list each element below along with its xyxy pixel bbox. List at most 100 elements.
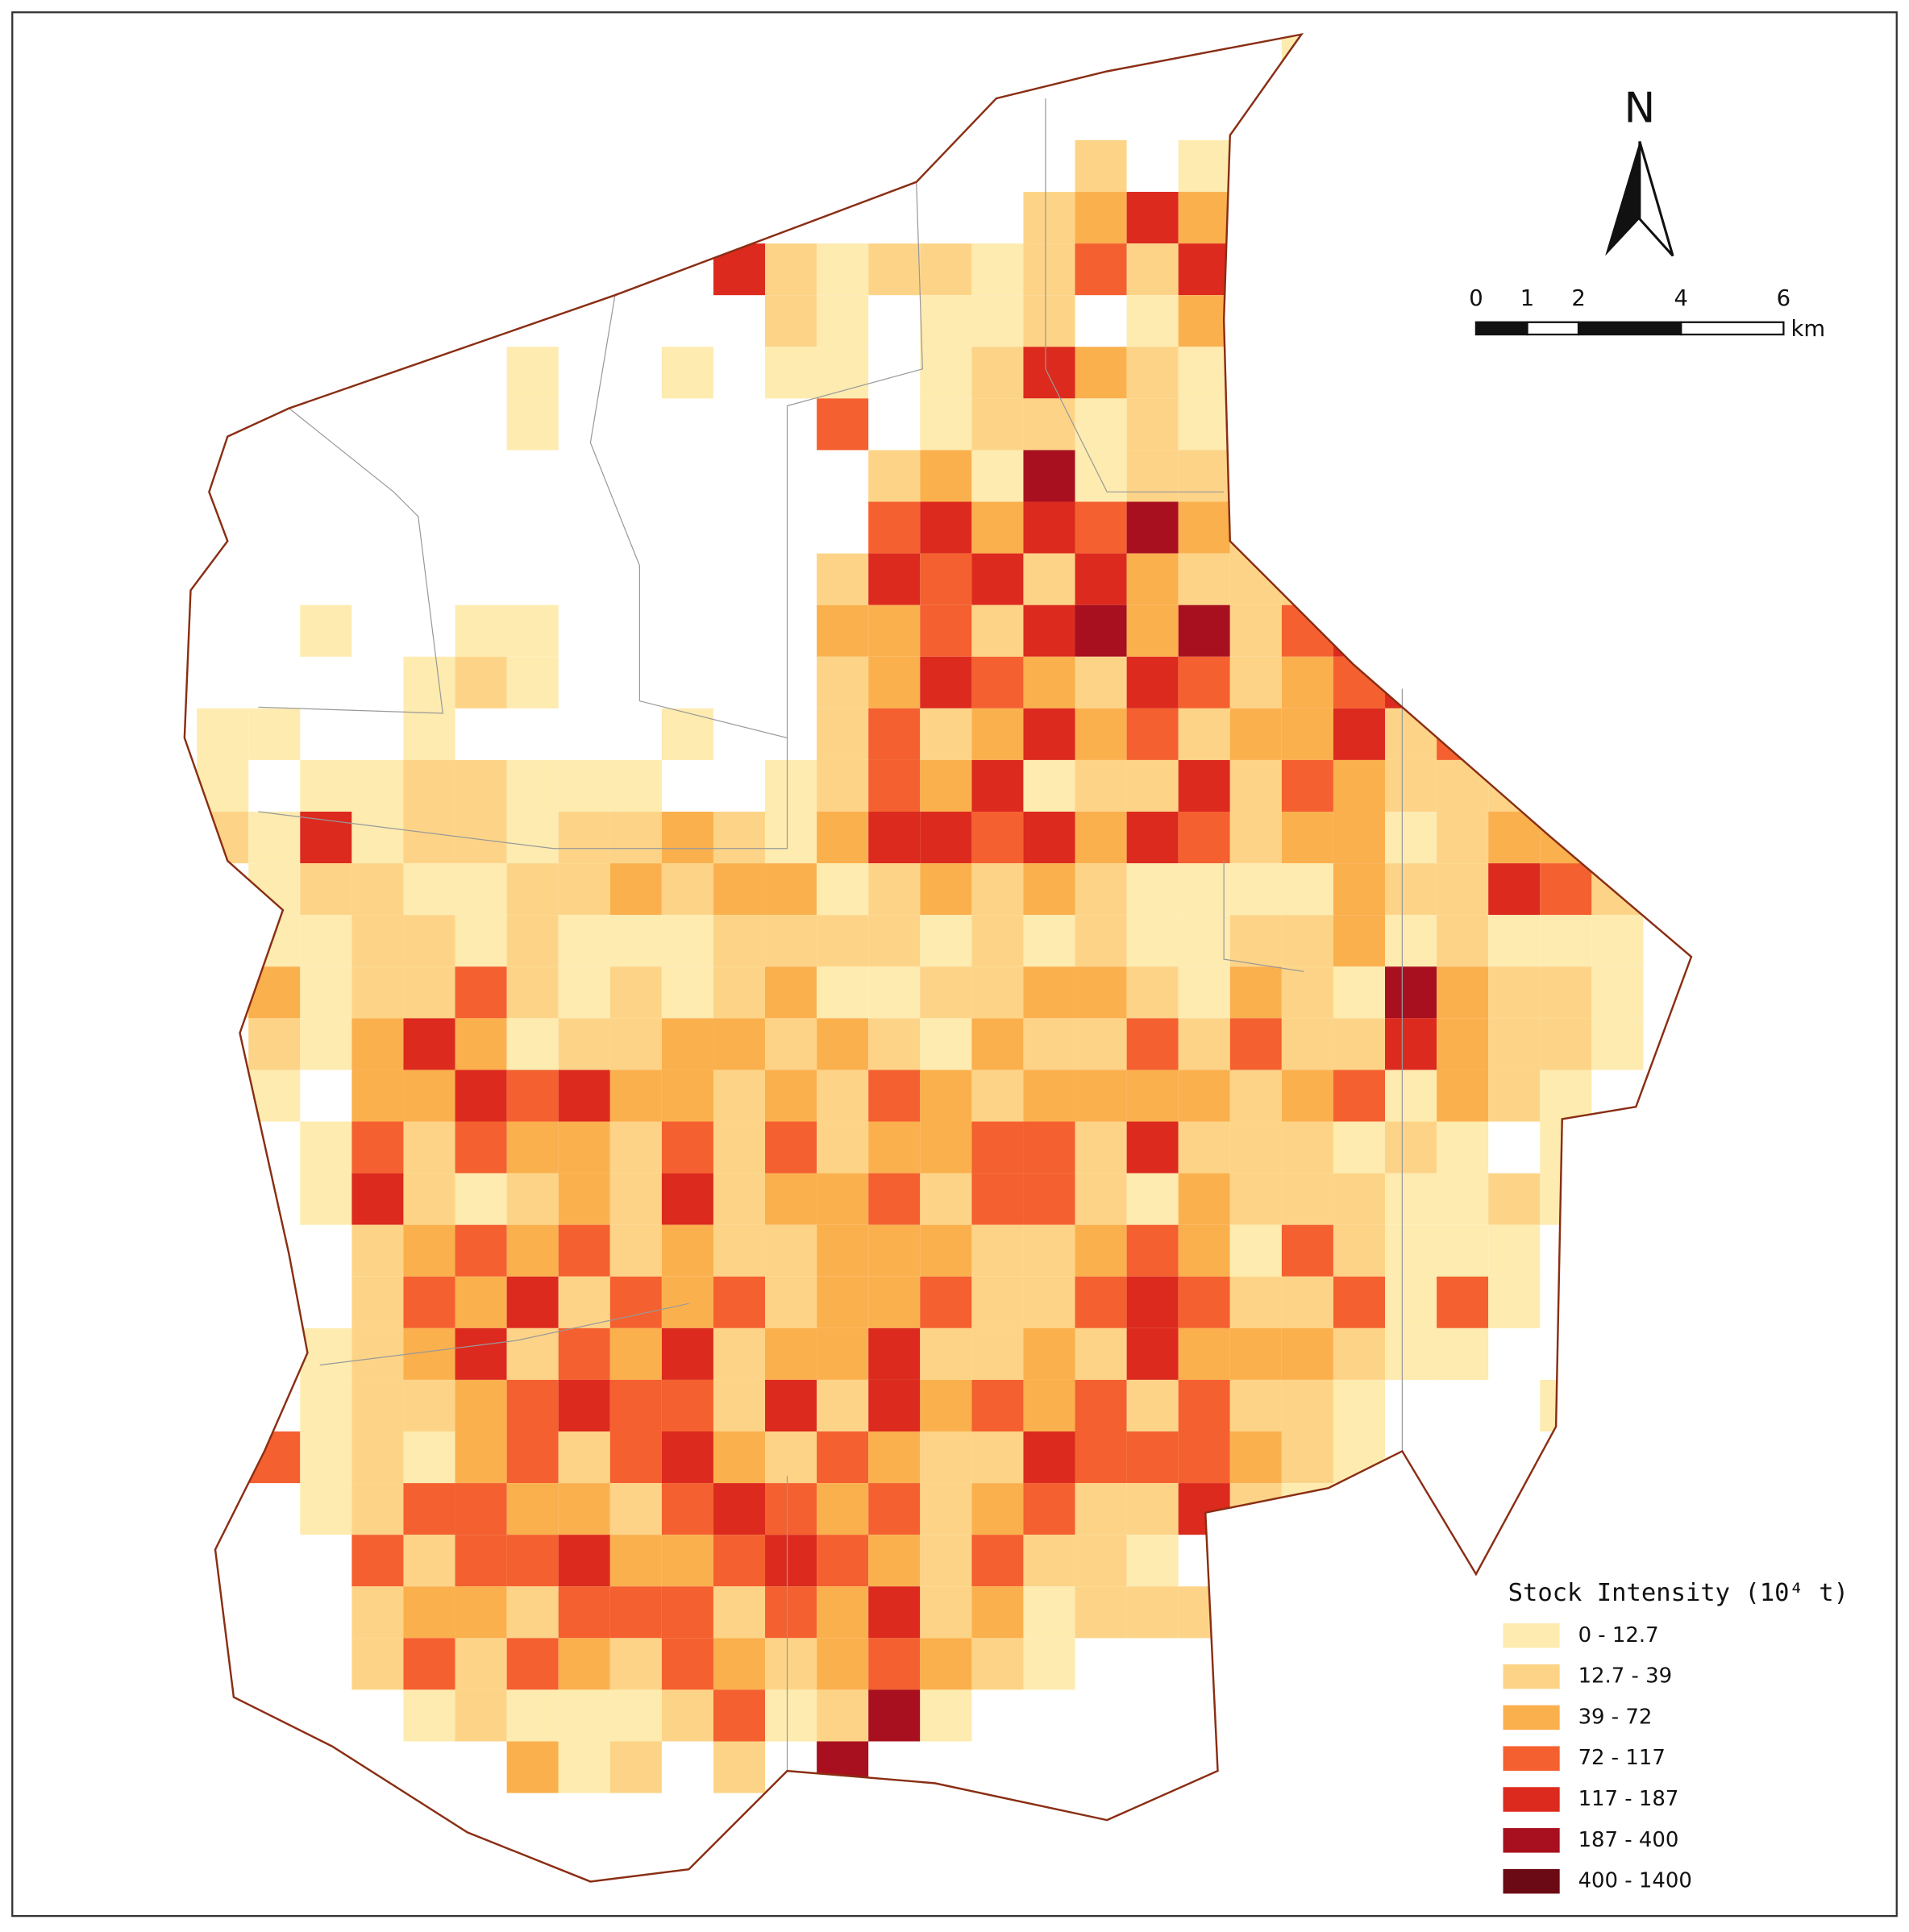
grid-cell: [920, 863, 972, 916]
legend-label: 72 - 117: [1578, 1746, 1666, 1770]
grid-cell: [1126, 501, 1179, 554]
grid-cell: [868, 605, 921, 657]
grid-cell: [403, 1224, 455, 1277]
grid-cell: [1075, 192, 1127, 244]
grid-cell: [765, 1379, 817, 1432]
grid-cell: [1281, 812, 1333, 864]
grid-cell: [971, 1121, 1024, 1174]
grid-cell: [1385, 1224, 1437, 1277]
grid-cell: [351, 1327, 404, 1380]
grid-cell: [455, 1483, 507, 1535]
grid-cell: [661, 863, 713, 916]
grid-cell: [713, 1689, 766, 1742]
grid-cell: [1385, 1327, 1437, 1380]
grid-cell: [1023, 1431, 1075, 1484]
grid-cell: [1023, 812, 1075, 864]
grid-cell: [1229, 1018, 1282, 1070]
grid-cell: [765, 1638, 817, 1690]
grid-cell: [1333, 1276, 1386, 1328]
grid-cell: [1023, 1586, 1075, 1639]
grid-cell: [1488, 966, 1541, 1019]
grid-cell: [506, 398, 559, 451]
grid-cell: [971, 1535, 1024, 1587]
legend: Stock Intensity (10⁴ t) 0 - 12.7 12.7 - 39…: [1503, 1579, 1849, 1894]
grid-cell: [1178, 966, 1230, 1019]
grid-cell: [1385, 1173, 1437, 1225]
grid-cell: [661, 1586, 713, 1639]
grid-cell: [1229, 1224, 1282, 1277]
grid-cell: [506, 1224, 559, 1277]
grid-cell: [1023, 1121, 1075, 1174]
grid-cell: [351, 1483, 404, 1535]
grid-cell: [661, 1535, 713, 1587]
grid-cell: [765, 243, 817, 296]
grid-cell: [1023, 450, 1075, 502]
grid-cell: [817, 812, 869, 864]
grid-cell: [713, 1379, 766, 1432]
grid-cell: [558, 966, 610, 1019]
legend-swatch: [1503, 1746, 1560, 1771]
legend-label: 187 - 400: [1578, 1828, 1679, 1852]
grid-cell: [609, 1070, 662, 1122]
legend-swatch: [1503, 1787, 1560, 1812]
grid-cell: [1385, 1018, 1437, 1070]
grid-cell: [1023, 966, 1075, 1019]
scale-segment: [1526, 321, 1580, 336]
grid-cell: [817, 1431, 869, 1484]
grid-cell: [558, 863, 610, 916]
grid-cell: [971, 553, 1024, 605]
grid-cell: [1075, 139, 1127, 193]
grid-cell: [971, 759, 1024, 812]
grid-cell: [971, 1173, 1024, 1225]
grid-cell: [1126, 1276, 1179, 1328]
grid-cell: [971, 1327, 1024, 1380]
grid-cell: [1437, 1173, 1489, 1225]
grid-cell: [1437, 1276, 1489, 1328]
grid-cell: [1178, 295, 1230, 347]
grid-cell: [868, 1586, 921, 1639]
grid-cell: [455, 966, 507, 1019]
grid-cell: [920, 1018, 972, 1070]
grid-cell: [971, 450, 1024, 502]
grid-cell: [351, 863, 404, 916]
grid-cell: [817, 656, 869, 708]
grid-cell: [403, 759, 455, 812]
grid-cell: [1437, 1224, 1489, 1277]
grid-cell: [920, 1327, 972, 1380]
grid-cell: [1075, 915, 1127, 967]
grid-cell: [661, 966, 713, 1019]
grid-cell: [817, 915, 869, 967]
grid-cell: [1333, 863, 1386, 916]
grid-cell: [1437, 863, 1489, 916]
grid-cell: [713, 863, 766, 916]
grid-cell: [403, 1638, 455, 1690]
grid-cell: [1075, 1121, 1127, 1174]
grid-cell: [300, 812, 352, 864]
grid-cell: [817, 1638, 869, 1690]
grid-cell: [661, 1483, 713, 1535]
grid-cell: [920, 295, 972, 347]
grid-cell: [455, 1173, 507, 1225]
grid-cell: [1437, 1018, 1489, 1070]
grid-cell: [868, 1276, 921, 1328]
grid-cell: [506, 1638, 559, 1690]
grid-cell: [713, 1276, 766, 1328]
grid-cell: [558, 1379, 610, 1432]
grid-cell: [1023, 1379, 1075, 1432]
grid-cell: [1488, 1224, 1541, 1277]
grid-cell: [971, 1276, 1024, 1328]
grid-cell: [506, 1173, 559, 1225]
grid-cell: [1385, 1276, 1437, 1328]
grid-cell: [868, 915, 921, 967]
grid-cell: [765, 295, 817, 347]
grid-cell: [1437, 915, 1489, 967]
grid-cell: [1075, 863, 1127, 916]
grid-cell: [403, 1070, 455, 1122]
grid-cell: [1333, 812, 1386, 864]
grid-cell: [1023, 915, 1075, 967]
scale-tick-label: 2: [1571, 286, 1585, 311]
grid-cell: [920, 1483, 972, 1535]
grid-cell: [1126, 192, 1179, 244]
grid-cell: [1126, 450, 1179, 502]
grid-cell: [868, 553, 921, 605]
